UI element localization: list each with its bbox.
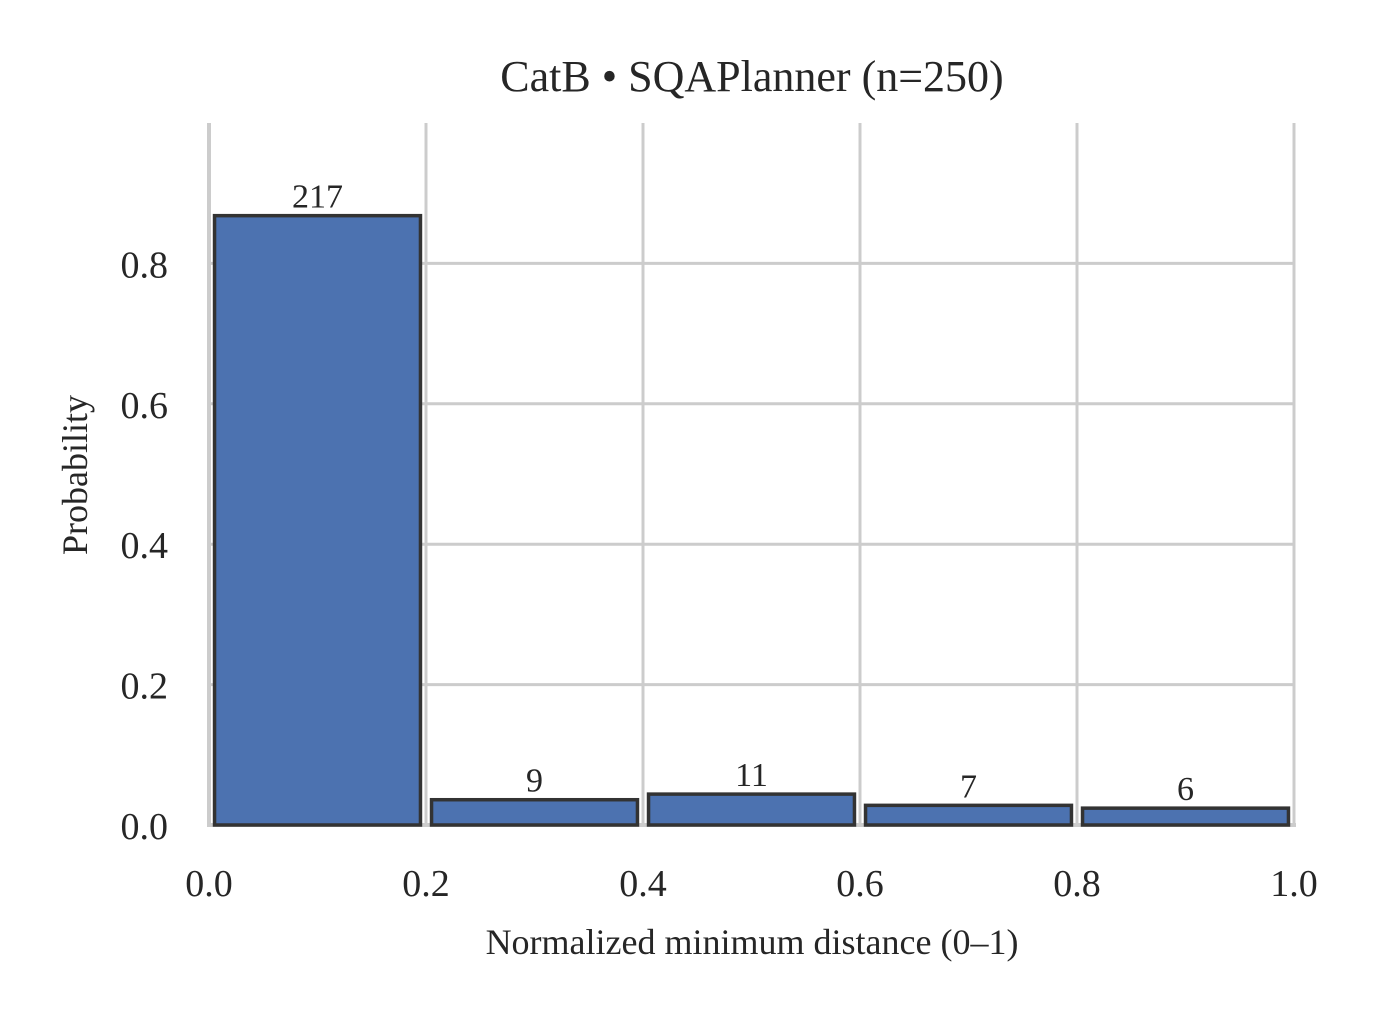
bar-3 [863, 803, 1074, 827]
tick-labels: 0.0 0.2 0.4 0.6 0.8 1.0 0.0 0.2 0.4 0.6 0.8 [121, 244, 1318, 905]
y-axis-label: Probability [55, 395, 95, 555]
bars [212, 213, 1291, 827]
bar-label-0: 217 [292, 179, 343, 216]
chart-title: CatB • SQAPlanner (n=250) [500, 52, 1003, 101]
x-axis-label: Normalized minimum distance (0–1) [486, 922, 1019, 962]
y-tick-label-1: 0.2 [121, 666, 169, 708]
bar-label-1: 9 [526, 763, 543, 800]
x-tick-label-0: 0.0 [185, 863, 233, 905]
bar-label-4: 6 [1177, 771, 1194, 808]
y-tick-label-2: 0.4 [121, 525, 169, 567]
y-tick-label-0: 0.0 [121, 806, 169, 848]
x-tick-label-1: 0.2 [402, 863, 450, 905]
bar-0 [212, 213, 423, 827]
y-tick-label-3: 0.6 [121, 385, 169, 427]
bar-4 [1080, 806, 1291, 827]
bar-1 [429, 797, 640, 827]
bar-count-labels: 217 9 11 7 6 [292, 179, 1194, 808]
bar-label-3: 7 [960, 768, 977, 805]
bar-label-2: 11 [735, 757, 768, 794]
bar-2 [646, 792, 857, 827]
y-tick-label-4: 0.8 [121, 244, 169, 286]
x-tick-label-5: 1.0 [1270, 863, 1318, 905]
x-tick-label-4: 0.8 [1053, 863, 1101, 905]
x-tick-label-2: 0.4 [619, 863, 667, 905]
x-tick-label-3: 0.6 [836, 863, 884, 905]
